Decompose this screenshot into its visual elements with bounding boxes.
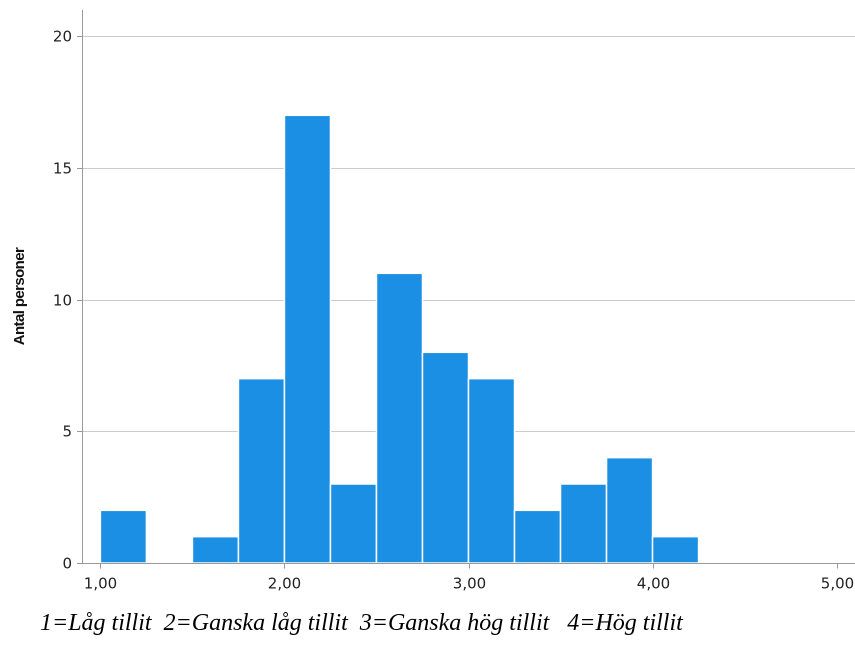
bar-7 [421,351,470,564]
x-tick-labels: 1,00 2,00 3,00 4,00 5,00 [84,575,854,593]
bar-2 [191,535,240,564]
x-tick-label-5: 5,00 [821,575,854,593]
bar-11 [605,456,654,564]
bar-3 [237,377,286,564]
y-tick-label-15: 15 [53,160,72,178]
x-tick-label-3: 3,00 [453,575,486,593]
bar-9 [513,509,562,564]
x-tick-label-4: 4,00 [637,575,670,593]
bar-12 [651,535,700,564]
bar-10 [559,483,608,564]
y-axis-label: Antal personer [11,247,28,345]
y-tick-label-5: 5 [62,423,72,441]
caption: 1=Låg tillit 2=Ganska låg tillit 3=Gansk… [40,610,683,636]
x-tick-label-1: 1,00 [84,575,117,593]
bar-4 [283,114,332,564]
y-tick-label-20: 20 [53,28,72,46]
y-tick-label-10: 10 [53,292,72,310]
y-tick-label-0: 0 [62,555,72,573]
bar-8 [467,377,516,564]
bars [99,114,700,564]
x-tick-label-2: 2,00 [268,575,301,593]
bar-0 [99,509,148,564]
axes [77,10,855,569]
bar-5 [329,483,378,564]
bar-6 [375,272,424,564]
y-tick-labels: 0 5 10 15 20 [53,28,72,573]
